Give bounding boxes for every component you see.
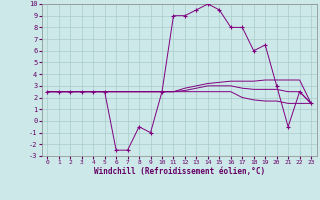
X-axis label: Windchill (Refroidissement éolien,°C): Windchill (Refroidissement éolien,°C)	[94, 167, 265, 176]
